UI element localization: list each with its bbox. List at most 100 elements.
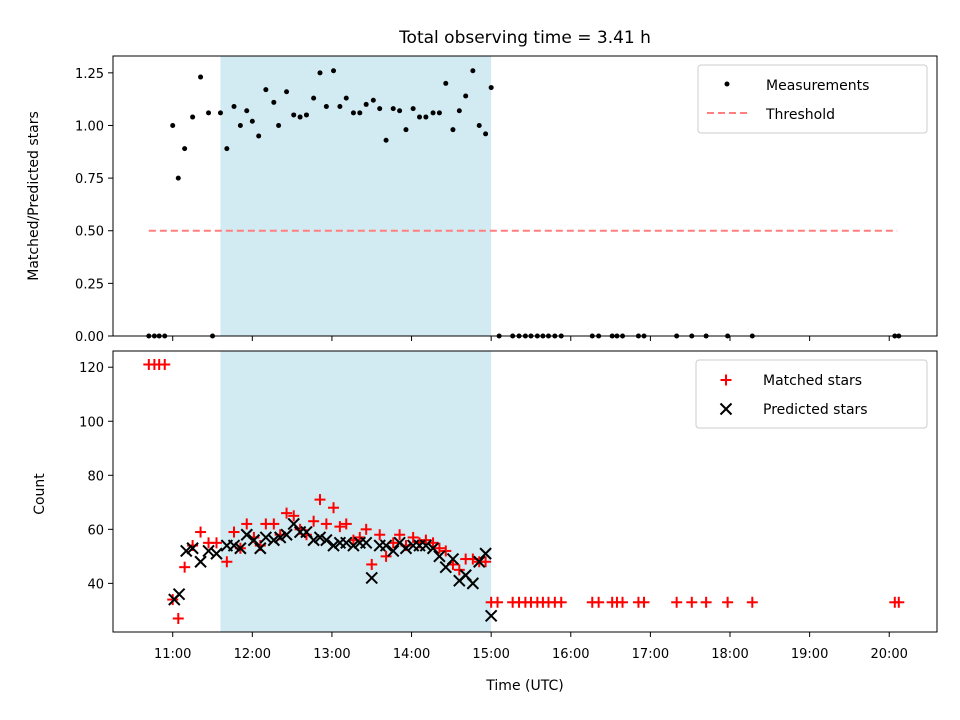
measurement-point xyxy=(231,104,237,110)
matched-star-point xyxy=(172,612,184,624)
predicted-star-point xyxy=(379,539,393,552)
x-tick-label: 15:00 xyxy=(472,647,509,662)
count-y-axis-label: Count xyxy=(32,473,48,515)
legend-predicted-marker xyxy=(719,402,733,416)
matched-star-point xyxy=(268,518,280,530)
measurement-point xyxy=(198,74,204,80)
matched-star-point xyxy=(380,550,392,562)
matched-star-point xyxy=(328,502,340,514)
measurement-point xyxy=(337,104,343,110)
matched-star-point xyxy=(334,521,346,533)
predicted-star-point xyxy=(267,533,281,547)
measurement-point xyxy=(383,137,389,143)
measurement-point xyxy=(363,101,369,107)
measurement-point xyxy=(170,122,176,128)
matched-star-point xyxy=(638,596,650,608)
matched-star-point xyxy=(308,515,320,527)
predicted-star-point xyxy=(347,539,360,552)
measurement-point xyxy=(476,122,482,128)
measurement-point xyxy=(403,127,409,133)
matched-star-point xyxy=(407,531,419,543)
x-tick-label: 12:00 xyxy=(234,647,271,662)
x-axis-label: Time (UTC) xyxy=(485,678,563,694)
matched-star-point xyxy=(480,556,492,568)
predicted-star-point xyxy=(327,539,340,552)
predicted-star-point xyxy=(419,539,433,552)
predicted-star-point xyxy=(399,542,413,555)
measurement-point xyxy=(297,114,303,120)
measurement-point xyxy=(470,68,476,74)
measurement-point xyxy=(410,106,416,112)
matched-star-point xyxy=(617,596,629,608)
predicted-star-point xyxy=(313,531,327,544)
measurement-point xyxy=(357,110,363,116)
measurement-point xyxy=(370,97,376,103)
matched-star-point xyxy=(281,507,293,519)
predicted-star-point xyxy=(280,528,293,541)
measurement-point xyxy=(175,175,181,181)
measurement-point xyxy=(276,122,282,128)
predicted-star-point xyxy=(320,533,333,547)
measurement-point xyxy=(463,93,469,99)
x-tick-label: 16:00 xyxy=(552,647,589,662)
measurement-point xyxy=(397,108,403,114)
measurement-point xyxy=(249,118,255,124)
predicted-star-point xyxy=(387,544,400,558)
x-tick-label: 19:00 xyxy=(791,647,828,662)
predicted-star-point xyxy=(287,517,300,531)
measurement-point xyxy=(456,108,462,114)
predicted-star-point xyxy=(247,533,261,547)
matched-star-point xyxy=(394,529,406,541)
matched-star-point xyxy=(360,523,372,535)
measurement-point xyxy=(417,114,423,120)
matched-star-point xyxy=(288,510,300,522)
ratio-legend: Measurements Threshold xyxy=(697,64,928,134)
ratio-axes-frame xyxy=(112,55,938,337)
matched-star-point xyxy=(893,596,905,608)
measurement-point xyxy=(331,68,337,74)
matched-star-point xyxy=(195,526,207,538)
measurement-point xyxy=(436,110,442,116)
legend-box xyxy=(697,64,928,134)
measurement-point xyxy=(317,70,323,76)
matched-star-point xyxy=(746,596,758,608)
matched-star-point xyxy=(159,359,171,371)
legend-threshold-label: Threshold xyxy=(765,107,835,123)
measurement-point xyxy=(430,110,436,116)
measurement-point xyxy=(488,85,494,91)
matched-star-point xyxy=(354,531,366,543)
count-y-tick-label: 40 xyxy=(87,577,104,592)
ratio-y-tick-label: 0.75 xyxy=(75,172,104,187)
count-y-tick-label: 100 xyxy=(79,415,104,430)
predicted-star-point xyxy=(254,542,267,555)
predicted-star-point xyxy=(273,531,287,544)
predicted-star-point xyxy=(259,531,273,544)
measurement-point xyxy=(206,110,212,116)
count-y-tick-label: 120 xyxy=(79,361,104,376)
ratio-y-axis-label: Matched/Predicted stars xyxy=(26,111,42,281)
ratio-y-tick-label: 1.00 xyxy=(75,119,104,134)
measurement-point xyxy=(263,87,269,93)
measurement-point xyxy=(217,110,223,116)
predicted-star-point xyxy=(210,547,223,560)
matched-star-point xyxy=(722,596,734,608)
count-y-tick-label: 60 xyxy=(87,523,104,538)
predicted-star-point xyxy=(186,542,199,555)
x-tick-label: 11:00 xyxy=(154,647,191,662)
matched-star-point xyxy=(420,534,432,546)
observing-window-shade xyxy=(220,351,492,632)
predicted-star-point xyxy=(473,555,486,568)
predicted-star-point xyxy=(172,587,186,601)
predicted-star-point xyxy=(433,550,446,563)
matched-star-point xyxy=(167,594,179,606)
matched-star-point xyxy=(593,596,605,608)
ratio-y-tick-label: 0.00 xyxy=(75,330,104,345)
predicted-star-point xyxy=(365,571,378,585)
matched-star-point xyxy=(433,542,445,554)
x-tick-label: 13:00 xyxy=(313,647,350,662)
matched-star-point xyxy=(555,596,567,608)
matched-star-point xyxy=(179,561,191,573)
matched-star-point xyxy=(374,529,386,541)
matched-star-point xyxy=(314,494,326,506)
